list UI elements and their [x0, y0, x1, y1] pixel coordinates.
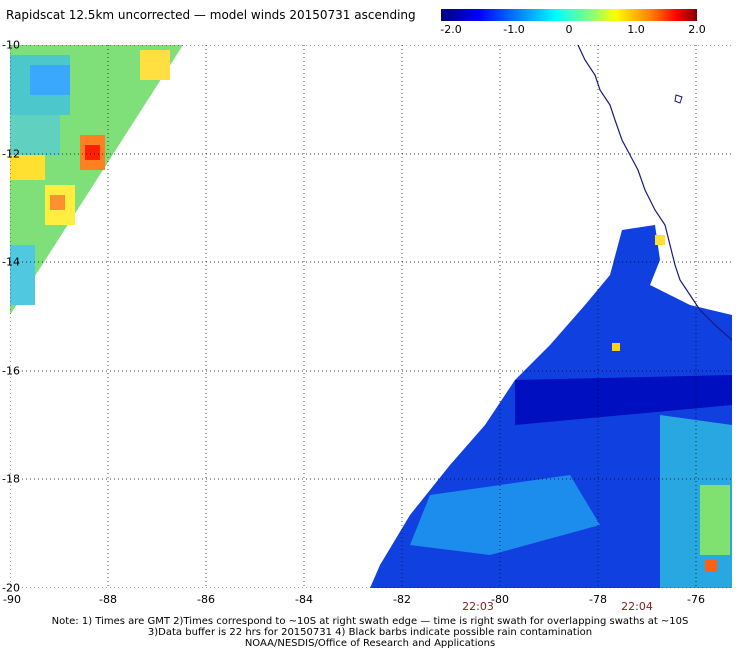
- lon-label: -84: [295, 593, 313, 606]
- swath-west: [10, 45, 183, 315]
- map-title: Rapidscat 12.5km uncorrected — model win…: [6, 8, 416, 22]
- footnote-line-3: NOAA/NESDIS/Office of Research and Appli…: [244, 638, 496, 649]
- lon-label: -90: [3, 593, 21, 606]
- lat-label: -16: [2, 364, 20, 378]
- colorbar: [441, 9, 697, 21]
- lon-label: -82: [393, 593, 411, 606]
- map-plot: [10, 45, 732, 588]
- colorbar-tick: 0: [565, 23, 573, 36]
- colorbar-tick: 2.0: [688, 23, 706, 36]
- footnote-line-2: 3)Data buffer is 22 hrs for 20150731 4) …: [147, 627, 593, 638]
- lat-label: -12: [2, 147, 20, 161]
- lon-label: -76: [687, 593, 705, 606]
- lat-label: -20: [2, 581, 20, 595]
- lat-label: -10: [2, 38, 20, 52]
- coastline: [577, 45, 732, 341]
- colorbar-tick: 1.0: [627, 23, 645, 36]
- footnote-line-1: Note: 1) Times are GMT 2)Times correspon…: [51, 616, 689, 627]
- colorbar-tick: -2.0: [440, 23, 462, 36]
- lon-label: -78: [589, 593, 607, 606]
- island: [674, 94, 683, 104]
- lat-label: -18: [2, 472, 20, 486]
- lon-label: -80: [491, 593, 509, 606]
- swath-east: [370, 225, 732, 588]
- swath-time: 22:04: [621, 600, 653, 613]
- swath-time: 22:03: [462, 600, 494, 613]
- lon-label: -86: [197, 593, 215, 606]
- grid-lines: [10, 45, 732, 588]
- lat-label: -14: [2, 255, 20, 269]
- colorbar-tick: -1.0: [503, 23, 525, 36]
- lon-label: -88: [99, 593, 117, 606]
